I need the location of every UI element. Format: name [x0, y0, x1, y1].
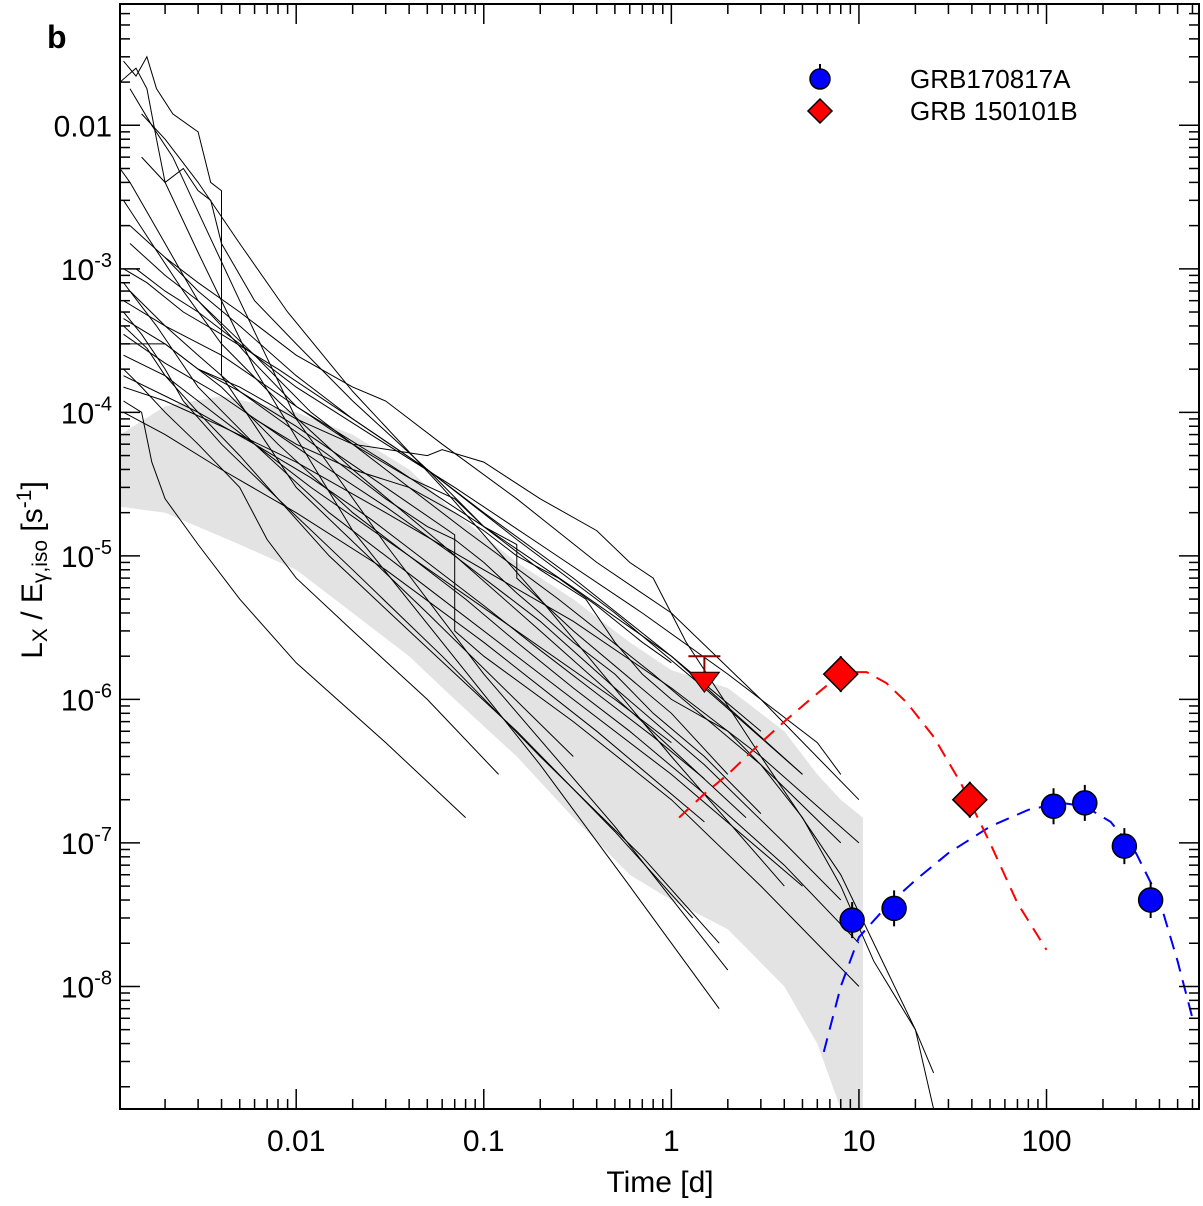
point-grb150101b-2 [951, 781, 988, 818]
upper-limit-grb150101b [688, 655, 721, 694]
legend-marker-circle [809, 68, 831, 90]
light-curve-25 [123, 400, 466, 818]
upper-limit-arrow [688, 671, 721, 694]
light-curve-22 [123, 333, 842, 901]
point-grb170817a-2 [881, 890, 907, 927]
marker-circle [1040, 793, 1067, 820]
light-curve-14 [129, 243, 842, 844]
axis-ticks [120, 3, 1199, 1109]
light-curve-17 [123, 368, 499, 775]
legend-item-grb170817a: GRB170817A [809, 64, 1071, 94]
light-curve-2 [120, 67, 720, 1009]
light-curve-23 [197, 368, 935, 1074]
shaded-region [120, 396, 863, 1109]
light-curve-18 [141, 156, 803, 775]
y-tick-label: 10-5 [61, 537, 112, 574]
data-points [688, 655, 1164, 939]
light-curve-20 [164, 257, 860, 801]
point-grb170817a-1 [839, 902, 865, 939]
x-tick-label: 0.1 [463, 1125, 505, 1158]
x-tick-label: 100 [1021, 1125, 1071, 1158]
model-curve-grb170817a [822, 801, 1194, 1053]
point-grb170817a-3 [1040, 788, 1067, 825]
light-curve-7 [123, 300, 935, 1109]
x-tick-label: 10 [842, 1125, 875, 1158]
y-axis-title: LX / Eγ,iso [s-1] [13, 481, 52, 659]
legend-label: GRB170817A [910, 64, 1071, 94]
light-curve-5 [123, 55, 574, 757]
marker-circle [1111, 833, 1138, 859]
y-tick-label: 10-3 [61, 250, 112, 287]
light-curve-4 [141, 113, 785, 887]
light-curve-3 [129, 88, 729, 971]
y-tick-label: 10-4 [61, 393, 112, 430]
y-tick-label: 10-6 [61, 680, 112, 717]
y-tick-label: 0.01 [54, 110, 112, 143]
point-grb170817a-4 [1072, 784, 1098, 821]
tick-labels: 0.01 0.1 1 10 100 10-8 10-7 10-6 10-5 10-4 10-3 0.0… [54, 110, 1072, 1158]
legend-item-grb150101b: GRB 150101B [806, 96, 1078, 126]
light-curve-13 [123, 200, 747, 818]
model-curve-grb150101b [678, 671, 1048, 951]
marker-circle [839, 907, 865, 933]
model-curves [678, 671, 1194, 1053]
background-light-curves [120, 55, 935, 1109]
legend: GRB170817A GRB 150101B [806, 64, 1078, 126]
light-curve-19 [135, 268, 842, 775]
panel-label: b [47, 19, 67, 55]
light-curve-24 [254, 418, 672, 664]
marker-circle [1072, 790, 1098, 816]
x-tick-label: 0.01 [267, 1125, 325, 1158]
point-grb170817a-6 [1137, 882, 1164, 919]
legend-label: GRB 150101B [910, 96, 1078, 126]
scatter-band [120, 396, 863, 1109]
marker-circle [881, 895, 907, 922]
light-curve-16 [123, 354, 672, 743]
marker-circle [1137, 887, 1164, 913]
legend-marker-diamond [806, 97, 834, 125]
light-curve-11 [123, 282, 803, 887]
light-curve-12 [123, 411, 705, 823]
light-curve-28 [123, 375, 705, 780]
point-grb170817a-5 [1111, 828, 1138, 865]
y-tick-label: 10-7 [61, 824, 112, 861]
marker-diamond [951, 781, 988, 818]
point-grb150101b-1 [822, 656, 859, 693]
light-curve-26 [123, 325, 694, 919]
y-tick-label: 10-8 [61, 967, 112, 1004]
x-axis-title: Time [d] [606, 1166, 713, 1199]
light-curve-27 [129, 290, 762, 814]
marker-diamond [822, 656, 859, 693]
x-tick-label: 1 [663, 1125, 680, 1158]
